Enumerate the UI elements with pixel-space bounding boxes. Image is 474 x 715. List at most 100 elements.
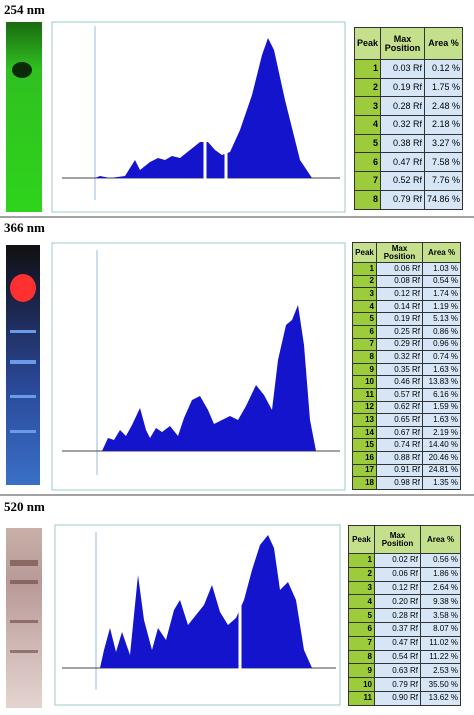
header-cell: Max Position [376, 242, 423, 263]
value-cell: 0.63 Rf [374, 663, 421, 679]
value-cell: 1.63 % [422, 362, 461, 377]
table-row: 11 0.90 Rf 13.62 % [348, 690, 461, 706]
peak-cell: 5 [348, 608, 375, 623]
tlc-strip [6, 528, 42, 708]
peak-cell: 7 [353, 171, 382, 191]
peak-cell: 10 [348, 677, 375, 692]
table-row: 17 0.91 Rf 24.81 % [352, 463, 461, 478]
peak-cell: 18 [352, 476, 377, 490]
table-row: 6 0.25 Rf 0.86 % [352, 324, 461, 339]
table-row: 13 0.65 Rf 1.63 % [352, 413, 461, 427]
value-cell: 3.58 % [420, 608, 461, 623]
value-cell: 0.32 Rf [376, 350, 423, 364]
value-cell: 1.75 % [424, 77, 464, 98]
tlc-strip [6, 22, 42, 212]
peak-cell: 2 [348, 566, 375, 582]
peak-cell: 2 [352, 274, 377, 289]
header-cell: Peak [352, 242, 377, 263]
peak-cell: 3 [353, 96, 382, 117]
table-row: 9 0.63 Rf 2.53 % [348, 663, 461, 679]
value-cell: 0.74 Rf [376, 438, 423, 452]
table-row: 4 0.32 Rf 2.18 % [353, 115, 464, 135]
value-cell: 1.86 % [420, 566, 461, 582]
table-row: 8 0.54 Rf 11.22 % [348, 649, 461, 665]
value-cell: 0.62 Rf [376, 400, 423, 415]
table-row: 3 0.28 Rf 2.48 % [353, 96, 464, 117]
value-cell: 7.58 % [424, 152, 464, 173]
value-cell: 0.52 Rf [380, 171, 426, 191]
value-cell: 0.35 Rf [376, 362, 423, 377]
value-cell: 1.63 % [422, 413, 461, 427]
value-cell: 1.35 % [422, 476, 461, 490]
peak-cell: 13 [352, 413, 377, 427]
peak-cell: 2 [353, 77, 382, 98]
value-cell: 0.65 Rf [376, 413, 423, 427]
value-cell: 14.40 % [422, 438, 461, 452]
value-cell: 2.53 % [420, 663, 461, 679]
peak-cell: 6 [352, 324, 377, 339]
table-row: 10 0.79 Rf 35.50 % [348, 677, 461, 692]
value-cell: 11.22 % [420, 649, 461, 665]
peak-cell: 4 [348, 594, 375, 610]
value-cell: 0.96 % [422, 337, 461, 352]
value-cell: 2.48 % [424, 96, 464, 117]
peak-table: Peak Max Position Area % 1 0.06 Rf 1.03 % 2 0.0… [352, 242, 461, 490]
value-cell: 0.19 Rf [376, 312, 423, 326]
header-cell: Area % [422, 242, 461, 263]
value-cell: 13.83 % [422, 375, 461, 389]
panel-label: 254 nm [4, 2, 45, 17]
peak-cell: 1 [348, 553, 375, 568]
table-row: 4 0.20 Rf 9.38 % [348, 594, 461, 610]
value-cell: 5.13 % [422, 312, 461, 326]
table-row: 6 0.37 Rf 8.07 % [348, 621, 461, 637]
value-cell: 0.74 % [422, 350, 461, 364]
value-cell: 0.79 Rf [380, 189, 426, 210]
value-cell: 0.98 Rf [376, 476, 423, 490]
table-row: 1 0.06 Rf 1.03 % [352, 262, 461, 276]
value-cell: 20.46 % [422, 450, 461, 465]
densitogram [102, 305, 316, 451]
table-row: 4 0.14 Rf 1.19 % [352, 299, 461, 314]
value-cell: 0.19 Rf [380, 77, 426, 98]
value-cell: 0.46 Rf [376, 375, 423, 389]
value-cell: 0.91 Rf [376, 463, 423, 478]
peak-cell: 4 [352, 299, 377, 314]
value-cell: 0.56 % [420, 553, 461, 568]
table-row: 5 0.19 Rf 5.13 % [352, 312, 461, 326]
peak-cell: 17 [352, 463, 377, 478]
table-row: 2 0.06 Rf 1.86 % [348, 566, 461, 582]
value-cell: 0.47 Rf [374, 635, 421, 651]
peak-cell: 8 [353, 189, 382, 210]
peak-cell: 9 [348, 663, 375, 679]
value-cell: 1.03 % [422, 262, 461, 276]
peak-cell: 15 [352, 438, 377, 452]
value-cell: 2.64 % [420, 580, 461, 596]
value-cell: 0.37 Rf [374, 621, 421, 637]
table-row: 9 0.35 Rf 1.63 % [352, 362, 461, 377]
table-row: 1 0.02 Rf 0.56 % [348, 553, 461, 568]
value-cell: 0.38 Rf [380, 133, 426, 154]
peak-cell: 11 [352, 387, 377, 402]
value-cell: 0.79 Rf [374, 677, 421, 692]
peak-cell: 6 [353, 152, 382, 173]
table-row: 8 0.32 Rf 0.74 % [352, 350, 461, 364]
value-cell: 0.54 % [422, 274, 461, 289]
value-cell: 7.76 % [424, 171, 464, 191]
peak-cell: 3 [348, 580, 375, 596]
value-cell: 0.90 Rf [374, 690, 421, 706]
value-cell: 35.50 % [420, 677, 461, 692]
tlc-spot [12, 62, 32, 78]
densitogram [100, 535, 312, 668]
peak-cell: 4 [353, 115, 382, 135]
value-cell: 0.06 Rf [376, 262, 423, 276]
value-cell: 0.03 Rf [380, 59, 426, 79]
value-cell: 1.19 % [422, 299, 461, 314]
value-cell: 0.57 Rf [376, 387, 423, 402]
peak-cell: 1 [353, 59, 382, 79]
value-cell: 0.54 Rf [374, 649, 421, 665]
peak-cell: 10 [352, 375, 377, 389]
value-cell: 0.02 Rf [374, 553, 421, 568]
value-cell: 0.25 Rf [376, 324, 423, 339]
value-cell: 0.67 Rf [376, 425, 423, 440]
